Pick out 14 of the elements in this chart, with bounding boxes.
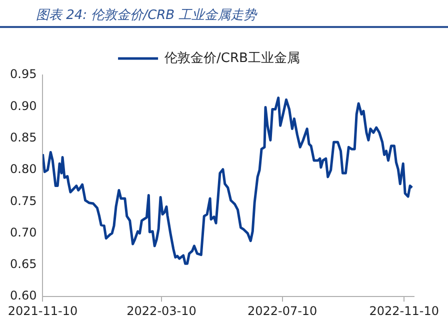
chart-title: 图表 24: 伦敦金价/CRB 工业金属走势 <box>0 0 448 28</box>
y-tick-label: 0.60 <box>10 288 37 303</box>
y-tick-label: 0.65 <box>10 257 37 272</box>
y-tick-label: 0.95 <box>10 67 37 82</box>
x-tick-label: 2022-07-10 <box>247 304 318 318</box>
y-tick-label: 0.75 <box>10 194 37 208</box>
y-tick-label: 0.90 <box>10 98 37 113</box>
x-tick-label: 2021-11-10 <box>8 304 78 318</box>
legend-label: 伦敦金价/CRB工业金属 <box>164 50 300 66</box>
y-tick-label: 0.85 <box>10 130 37 144</box>
x-tick-label: 2022-11-10 <box>369 304 439 318</box>
y-tick-label: 0.80 <box>10 162 37 176</box>
y-tick-label: 0.70 <box>10 225 37 240</box>
x-tick-label: 2022-03-10 <box>126 304 196 318</box>
